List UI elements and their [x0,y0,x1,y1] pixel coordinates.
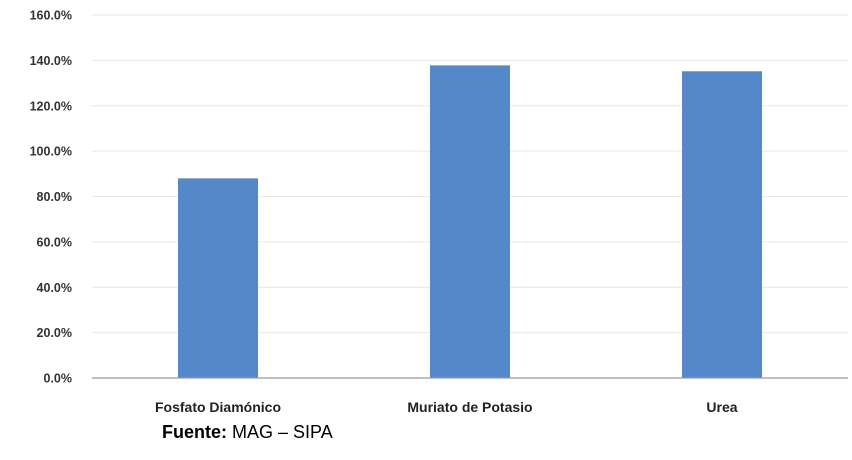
x-category-label: Urea [706,399,737,415]
y-tick-label: 160.0% [30,9,72,23]
source-note: Fuente: MAG – SIPA [162,422,333,443]
bar [682,71,762,378]
y-tick-label: 0.0% [44,372,73,386]
y-axis-tick-labels: 0.0% 20.0% 40.0% 60.0% 80.0% 100.0% 120.0% 140.… [30,9,72,386]
bar [178,178,258,378]
bar [430,65,510,379]
y-tick-label: 120.0% [30,99,72,113]
source-label: Fuente: [162,422,227,442]
x-category-label: Fosfato Diamónico [155,399,281,415]
y-tick-label: 20.0% [37,326,72,340]
x-category-label: Muriato de Potasio [407,399,532,415]
y-tick-label: 40.0% [37,281,72,295]
y-tick-label: 80.0% [37,190,72,204]
source-text: MAG – SIPA [227,422,333,442]
x-axis-category-labels: Fosfato Diamónico Muriato de Potasio Urea [155,399,738,415]
bars [178,65,762,379]
y-tick-label: 60.0% [37,235,72,249]
y-tick-label: 140.0% [30,54,72,68]
y-tick-label: 100.0% [30,145,72,159]
